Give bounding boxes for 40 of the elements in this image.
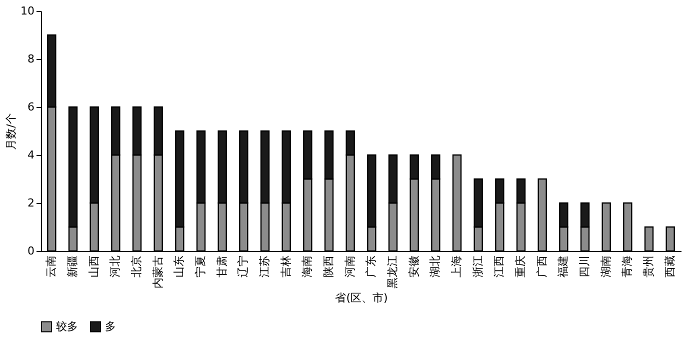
x-tick-label: 江西 — [492, 256, 506, 278]
legend-label: 较多 — [56, 320, 78, 333]
x-tick-label: 江苏 — [258, 256, 271, 278]
x-tick-label: 黑龙江 — [386, 256, 399, 288]
x-tick-label: 山西 — [87, 256, 100, 278]
legend-label: 多 — [105, 320, 116, 333]
x-tick-label: 上海 — [450, 256, 463, 278]
x-tick-label: 贵州 — [642, 256, 655, 278]
x-tick-label: 安徽 — [407, 256, 420, 278]
y-tick-label: 4 — [28, 148, 34, 162]
x-tick-label: 四川 — [578, 256, 591, 278]
y-tick-label: 6 — [28, 100, 34, 114]
y-axis-title: 月数/个 — [4, 113, 18, 150]
y-tick-label: 10 — [20, 4, 34, 18]
x-axis-title: 省(区、市) — [335, 292, 388, 304]
x-tick-label: 海南 — [300, 256, 314, 278]
x-tick-label: 甘肃 — [215, 256, 228, 278]
x-tick-label: 内蒙古 — [151, 256, 164, 288]
x-tick-label: 云南 — [44, 256, 58, 278]
x-tick-label: 陕西 — [322, 256, 335, 278]
x-tick-label: 湖南 — [599, 256, 612, 278]
x-tick-label: 广东 — [364, 256, 378, 278]
x-tick-label: 山东 — [172, 256, 186, 278]
y-tick-label: 2 — [28, 196, 34, 210]
x-tick-label: 西藏 — [663, 256, 676, 278]
x-tick-label: 重庆 — [514, 256, 527, 278]
x-tick-label: 北京 — [130, 256, 143, 278]
x-tick-label: 青海 — [620, 256, 634, 278]
x-tick-label: 吉林 — [279, 256, 292, 278]
x-tick-label: 浙江 — [471, 256, 484, 278]
x-tick-label: 辽宁 — [236, 256, 250, 278]
x-tick-label: 湖北 — [428, 256, 442, 278]
x-tick-label: 宁夏 — [194, 256, 207, 278]
y-tick-label: 0 — [28, 244, 34, 258]
y-tick-label: 8 — [28, 52, 34, 66]
x-tick-label: 广西 — [535, 256, 548, 278]
x-tick-label: 河北 — [108, 256, 122, 278]
x-tick-label: 福建 — [556, 256, 570, 278]
x-tick-label: 河南 — [343, 256, 356, 278]
x-tick-label: 新疆 — [66, 256, 79, 278]
